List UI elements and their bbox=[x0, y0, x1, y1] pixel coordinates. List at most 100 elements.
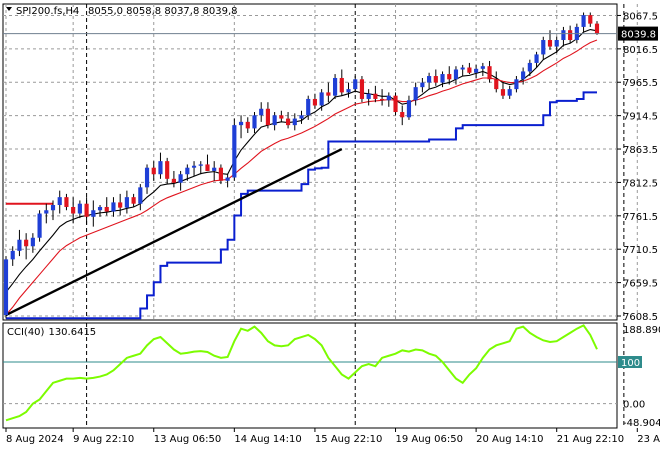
bear-candle bbox=[500, 89, 506, 96]
bull-candle bbox=[427, 76, 432, 83]
bear-candle bbox=[494, 79, 499, 90]
bull-candle bbox=[30, 237, 35, 247]
bull-candle bbox=[138, 187, 143, 204]
bear-candle bbox=[326, 92, 331, 96]
bull-candle bbox=[514, 79, 519, 90]
bull-candle bbox=[50, 205, 56, 211]
bear-candle bbox=[64, 197, 69, 207]
bull-candle bbox=[554, 40, 559, 47]
price-tick-label: 7863.5 bbox=[623, 145, 658, 156]
time-axis: 8 Aug 2024 9 Aug 22:10 13 Aug 06:50 14 Aug … bbox=[5, 428, 660, 445]
price-tag-box bbox=[618, 26, 658, 41]
cci-label: CCI(40) bbox=[7, 327, 45, 338]
bull-candle bbox=[10, 250, 15, 260]
session-separators bbox=[86, 4, 625, 320]
time-tick-label: 15 Aug 22:10 bbox=[315, 434, 382, 445]
time-tick-label: 13 Aug 06:50 bbox=[154, 434, 221, 445]
bull-candle bbox=[346, 89, 351, 93]
price-tick-label: 7812.5 bbox=[623, 178, 658, 189]
price-tick-label: 7710.5 bbox=[623, 245, 658, 256]
cci-axis-zero-label: 0.00 bbox=[623, 400, 645, 411]
bull-candle bbox=[541, 40, 546, 55]
price-axis: 8067.5 8016.5 7965.5 7914.5 7863.5 7812.5 7761… bbox=[617, 11, 658, 323]
price-tag: 8039.8 bbox=[618, 26, 658, 41]
bear-candle bbox=[359, 79, 365, 99]
bull-candle bbox=[366, 93, 371, 99]
bull-candle bbox=[386, 95, 391, 101]
bear-candle bbox=[312, 98, 318, 106]
bear-candle bbox=[568, 30, 573, 41]
chart-menu-arrow-icon[interactable] bbox=[6, 7, 12, 11]
bear-candle bbox=[104, 206, 109, 212]
bull-candle bbox=[332, 77, 338, 96]
bear-candle bbox=[84, 203, 89, 217]
bull-candle bbox=[191, 165, 197, 168]
bull-candle bbox=[413, 87, 418, 101]
bull-candle bbox=[198, 164, 203, 166]
bull-candle bbox=[299, 115, 304, 119]
price-pane: 8067.5 8016.5 7965.5 7914.5 7863.5 7812.5 7761… bbox=[2, 3, 658, 323]
bull-candle bbox=[474, 68, 479, 73]
bull-candle bbox=[57, 197, 62, 206]
bull-candle bbox=[17, 239, 22, 251]
bear-candle bbox=[373, 93, 378, 99]
bull-candle bbox=[225, 177, 230, 181]
price-tick-label: 8016.5 bbox=[623, 45, 658, 56]
bear-candle bbox=[547, 40, 553, 47]
bull-candle bbox=[561, 30, 566, 41]
bull-candle bbox=[212, 167, 217, 171]
bear-candle bbox=[24, 239, 29, 247]
time-tick-label: 8 Aug 2024 bbox=[6, 434, 64, 445]
bull-candle bbox=[480, 66, 485, 69]
bull-candle bbox=[521, 71, 526, 80]
time-tick-label: 9 Aug 22:10 bbox=[73, 434, 134, 445]
bear-candle bbox=[400, 112, 405, 118]
price-tag-label: 8039.8 bbox=[621, 30, 656, 41]
bear-candle bbox=[380, 98, 385, 101]
bull-candle bbox=[353, 79, 358, 90]
bear-candle bbox=[279, 115, 284, 119]
bear-candle bbox=[467, 67, 472, 73]
bull-candle bbox=[124, 197, 129, 208]
bear-candle bbox=[487, 66, 492, 80]
ohlc-values-label: 8055,0 8058,8 8037,8 8039,8 bbox=[88, 6, 238, 17]
bull-candle bbox=[185, 167, 190, 175]
trendline[interactable] bbox=[5, 147, 343, 317]
bear-candle bbox=[447, 74, 452, 80]
bull-candle bbox=[44, 210, 49, 214]
bull-candle bbox=[292, 118, 297, 126]
cci-value: 130.6415 bbox=[48, 327, 96, 338]
cci-pane: CCI(40)130.6415 188.8903 0.00 -48.9043 1… bbox=[2, 322, 660, 429]
bull-candle bbox=[440, 74, 445, 83]
bear-candle bbox=[165, 161, 170, 179]
bear-candle bbox=[205, 164, 210, 171]
time-tick-label: 14 Aug 14:10 bbox=[234, 434, 301, 445]
bear-candle bbox=[594, 23, 600, 34]
bull-candle bbox=[158, 161, 163, 175]
cci-title: CCI(40) 130.6415 bbox=[7, 327, 96, 338]
bear-candle bbox=[131, 197, 136, 204]
bear-candle bbox=[265, 108, 271, 126]
cci-pane-frame bbox=[2, 322, 618, 429]
price-tick-label: 7914.5 bbox=[623, 112, 658, 123]
bull-candle bbox=[581, 15, 586, 27]
time-tick-label: 23 Aug 06:50 bbox=[637, 434, 660, 445]
bull-candle bbox=[527, 62, 532, 72]
price-tick-label: 7659.5 bbox=[623, 279, 658, 290]
bull-candle bbox=[97, 206, 103, 211]
price-tick-label: 7761.5 bbox=[623, 212, 658, 223]
bull-candle bbox=[91, 210, 96, 217]
bear-candle bbox=[171, 178, 176, 183]
bull-candle bbox=[420, 82, 425, 88]
time-tick-label: 19 Aug 06:50 bbox=[396, 434, 463, 445]
bear-candle bbox=[433, 76, 438, 83]
bull-candle bbox=[453, 69, 459, 80]
cci-session-separators bbox=[86, 323, 625, 428]
chart-header: SPI200.fs,H4 8055,0 8058,8 8037,8 8039,8 bbox=[6, 6, 238, 17]
bear-candle bbox=[245, 121, 250, 129]
bear-candle bbox=[393, 95, 398, 113]
bull-candle bbox=[178, 174, 183, 183]
bull-candle bbox=[111, 202, 116, 212]
bull-candle bbox=[460, 67, 465, 70]
